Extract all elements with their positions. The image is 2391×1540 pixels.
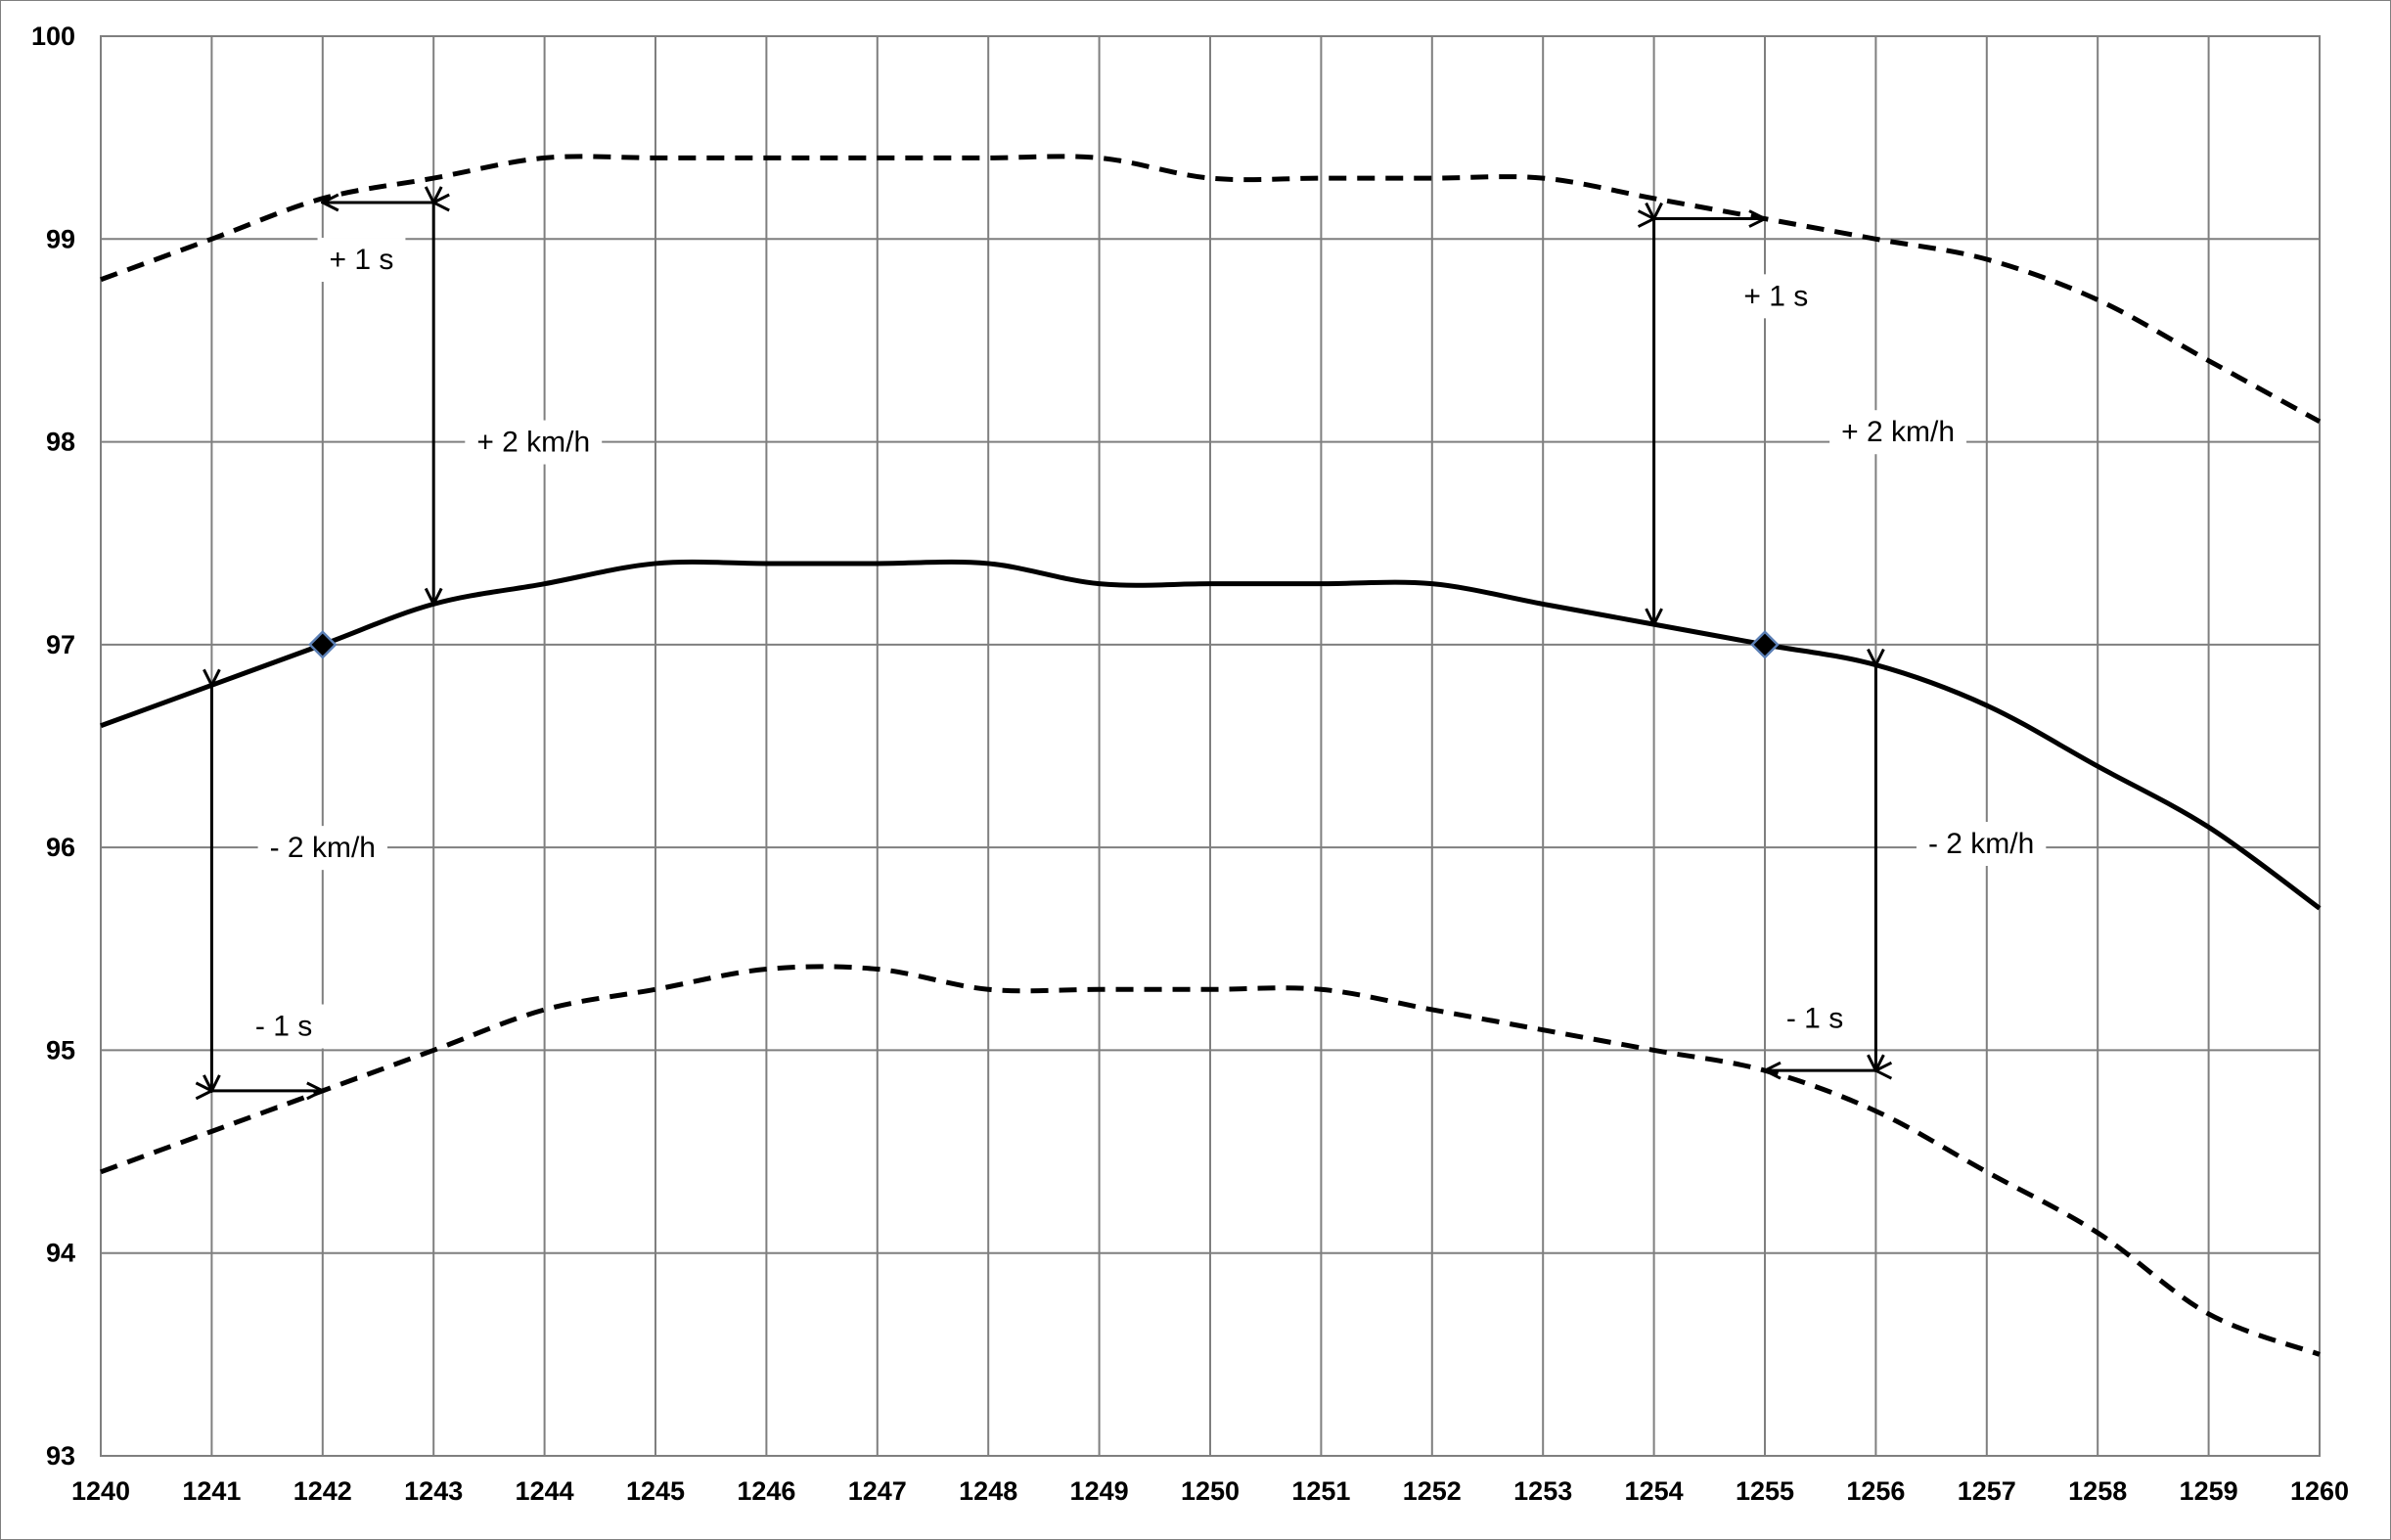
x-tick-label: 1251 xyxy=(1291,1476,1350,1506)
annotation-label: - 1 s xyxy=(255,1011,312,1043)
x-tick-label: 1241 xyxy=(182,1476,241,1506)
annotation-label-bg xyxy=(1774,996,1856,1041)
annotation-labels: + 1 s + 2 km/h - 2 km/h - 1 s + 1 s + 2 km/h -… xyxy=(255,244,2034,1043)
x-tick-label: 1246 xyxy=(737,1476,795,1506)
x-tick-label: 1247 xyxy=(848,1476,907,1506)
annotation-label-bg xyxy=(1732,274,1821,319)
x-tick-label: 1248 xyxy=(959,1476,1017,1506)
diamond-marker xyxy=(1750,630,1780,659)
x-axis-tick-labels: 1240 1241 1242 1243 1244 1245 1246 1247 1248 1249… xyxy=(71,1476,2349,1506)
annotation-label: - 2 km/h xyxy=(1928,828,2034,860)
x-tick-label: 1260 xyxy=(2290,1476,2349,1506)
annotation-arrows xyxy=(211,203,1875,1091)
y-tick-label: 94 xyxy=(46,1239,75,1268)
x-tick-label: 1259 xyxy=(2180,1476,2238,1506)
annotation-label: + 2 km/h xyxy=(476,427,590,459)
y-tick-label: 100 xyxy=(31,22,75,51)
series-lines xyxy=(100,154,2322,1357)
series-line-dashed-lower xyxy=(100,964,2321,1357)
series-line-dashed-upper xyxy=(100,154,2322,425)
annotation-label-bg xyxy=(465,420,603,465)
x-tick-label: 1255 xyxy=(1736,1476,1794,1506)
x-tick-label: 1252 xyxy=(1403,1476,1462,1506)
annotation-label: - 1 s xyxy=(1786,1002,1843,1034)
annotation-label: + 1 s xyxy=(1743,280,1808,312)
annotation-label-bg xyxy=(243,1004,325,1049)
y-tick-label: 95 xyxy=(46,1035,75,1064)
x-tick-label: 1245 xyxy=(626,1476,685,1506)
y-tick-label: 99 xyxy=(46,224,75,253)
y-tick-label: 98 xyxy=(46,428,75,457)
y-tick-label: 96 xyxy=(46,833,75,862)
x-tick-label: 1242 xyxy=(293,1476,352,1506)
x-tick-label: 1257 xyxy=(1958,1476,2016,1506)
plot-area-border xyxy=(100,35,2321,1457)
x-tick-label: 1256 xyxy=(1846,1476,1905,1506)
x-tick-label: 1240 xyxy=(71,1476,130,1506)
y-tick-label: 93 xyxy=(46,1441,75,1471)
x-tick-label: 1253 xyxy=(1513,1476,1572,1506)
x-tick-label: 1244 xyxy=(516,1476,574,1506)
x-tick-label: 1254 xyxy=(1625,1476,1684,1506)
series-line-solid xyxy=(100,559,2322,911)
annotation-label: - 2 km/h xyxy=(270,832,376,864)
annotation-label-bg xyxy=(1916,821,2047,866)
annotation-label: + 2 km/h xyxy=(1841,416,1955,448)
x-tick-label: 1250 xyxy=(1181,1476,1240,1506)
x-tick-label: 1243 xyxy=(404,1476,463,1506)
annotation-label: + 1 s xyxy=(330,244,394,276)
annotation-backgrounds xyxy=(243,238,2047,1049)
y-axis-tick-labels: 93 94 95 96 97 98 99 100 xyxy=(31,22,75,1471)
diamond-marker xyxy=(308,630,338,659)
point-markers xyxy=(308,630,1780,659)
annotation-label-bg xyxy=(1829,410,1967,455)
plot-border xyxy=(100,35,2321,1457)
annotation-label-bg xyxy=(257,826,387,871)
y-tick-label: 97 xyxy=(46,630,75,659)
x-tick-label: 1249 xyxy=(1070,1476,1129,1506)
x-tick-label: 1258 xyxy=(2068,1476,2127,1506)
annotation-label-bg xyxy=(317,238,406,283)
